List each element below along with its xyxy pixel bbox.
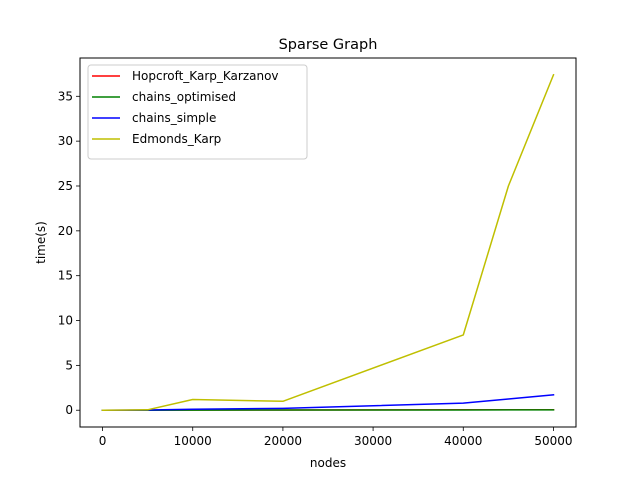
series-layer [101,73,555,411]
y-tick-label: 30 [58,134,73,148]
plot-frame [79,57,577,428]
series-line-edmonds-karp [101,73,555,411]
x-tick-label: 40000 [444,434,482,448]
y-axis: 0 5 10 15 20 25 30 35 [58,89,80,417]
y-tick-label: 35 [58,89,73,103]
y-axis-label: time(s) [34,221,48,264]
legend: Hopcroft_Karp_Karzanov chains_optimisedch… [87,64,308,160]
x-tick-label: 30000 [354,434,392,448]
x-tick-label: 0 [99,434,107,448]
y-tick-label: 0 [65,403,73,417]
x-tick-label: 20000 [264,434,302,448]
legend-label-hopcroft-karp-karzanov: Hopcroft_Karp_Karzanov [132,69,279,83]
y-tick-label: 5 [65,358,73,372]
y-tick-label: 25 [58,179,73,193]
legend-label-chains-optimised: chains_optimised [132,90,236,104]
y-tick-label: 10 [58,314,73,328]
legend-box [87,64,308,160]
chart-title: Sparse Graph [279,37,378,53]
y-tick-label: 15 [58,269,73,283]
x-tick-label: 10000 [174,434,212,448]
x-axis-label: nodes [310,456,346,470]
y-tick-label: 20 [58,224,73,238]
legend-label-edmonds-karp: Edmonds_Karp [132,132,221,146]
legend-label-chains-simple: chains_simple [132,111,216,125]
x-tick-label: 50000 [534,434,572,448]
x-axis: 0 10000 20000 30000 40000 50000 [99,427,573,448]
